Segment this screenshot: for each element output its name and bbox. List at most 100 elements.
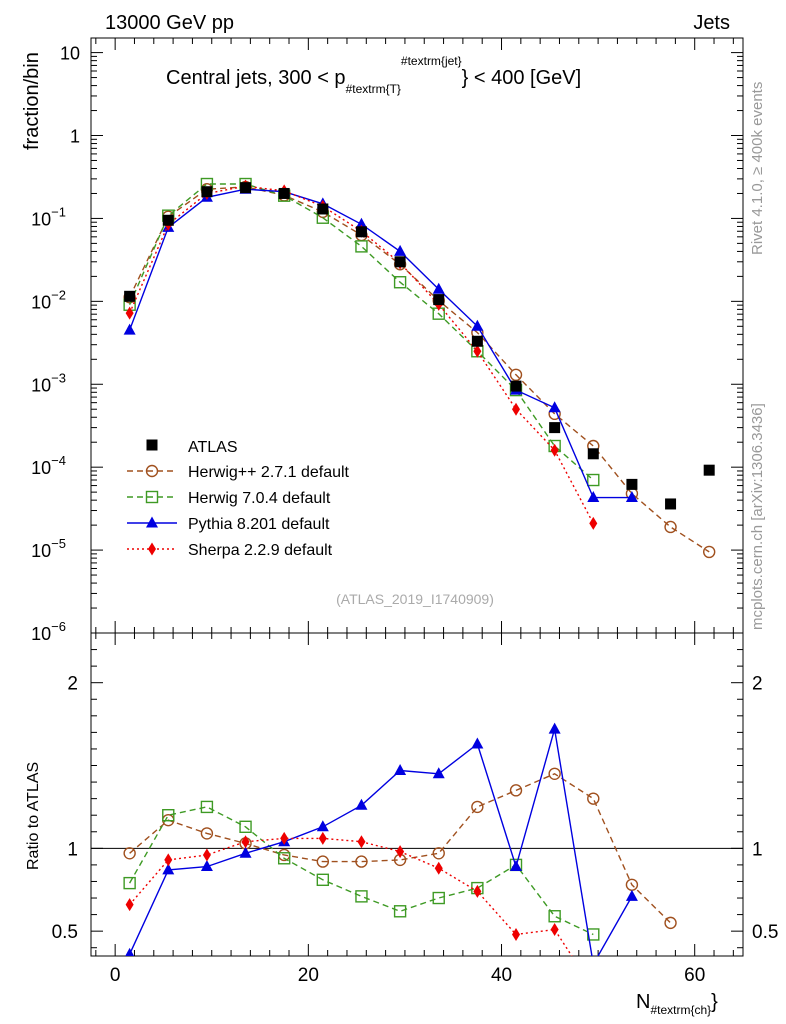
series-point bbox=[393, 276, 407, 289]
series-point bbox=[509, 368, 523, 382]
series-point bbox=[432, 282, 445, 294]
ratio-tick-label: 1 bbox=[67, 839, 78, 860]
series-point bbox=[355, 217, 368, 229]
analysis-watermark: (ATLAS_2019_I1740909) bbox=[336, 591, 494, 607]
ratio-panel: 0 20 40 60 0.5 0.5 1 1 2 2 bbox=[52, 632, 778, 996]
ratio-point bbox=[316, 820, 329, 832]
ratio-point bbox=[316, 873, 330, 887]
main-series-group bbox=[123, 177, 716, 559]
data-point bbox=[240, 182, 252, 194]
main-panel: 10 1 10−1 10−2 10−3 10−4 10−5 10−6 bbox=[31, 37, 744, 644]
ratio-axis-label: Ratio to ATLAS bbox=[25, 762, 42, 870]
y-tick-label: 10−5 bbox=[31, 536, 66, 561]
legend-entry-atlas: ATLAS bbox=[146, 439, 238, 456]
legend: ATLAS Herwig++ 2.7.1 default Herwig 7.0.4 … bbox=[127, 439, 350, 559]
ratio-point bbox=[550, 922, 559, 936]
legend-label: ATLAS bbox=[188, 439, 238, 456]
legend-entry: Sherpa 2.2.9 default bbox=[127, 542, 333, 559]
ratio-point bbox=[509, 784, 523, 797]
ratio-point bbox=[664, 916, 677, 930]
legend-marker bbox=[146, 516, 158, 528]
series-point bbox=[355, 240, 368, 253]
ratio-point bbox=[589, 983, 597, 996]
legend-label: Pythia 8.201 default bbox=[188, 516, 330, 533]
ratio-point bbox=[162, 863, 175, 875]
x-tick-label: 20 bbox=[298, 965, 319, 986]
ratio-point bbox=[625, 889, 638, 901]
ratio-point bbox=[239, 846, 252, 858]
x-tick-label: 0 bbox=[110, 965, 121, 986]
ratio-point bbox=[355, 798, 368, 810]
rivet-label: Rivet 4.1.0, ≥ 400k events bbox=[749, 82, 766, 255]
legend-label: Sherpa 2.2.9 default bbox=[188, 542, 333, 559]
ratio-point bbox=[432, 891, 445, 905]
ratio-tick-label: 0.5 bbox=[52, 922, 78, 943]
y-tick-label: 10−6 bbox=[31, 619, 66, 644]
series-point bbox=[123, 323, 136, 335]
ratio-point bbox=[396, 845, 405, 859]
series-point bbox=[125, 306, 134, 320]
y-axis-label: fraction/bin bbox=[21, 52, 43, 150]
ratio-point bbox=[548, 910, 561, 923]
series-point bbox=[548, 401, 561, 413]
ratio-point bbox=[471, 737, 484, 749]
ratio-point bbox=[277, 852, 291, 865]
ratio-tick-label-right: 2 bbox=[752, 674, 763, 695]
ratio-point bbox=[548, 722, 561, 734]
data-point bbox=[471, 335, 483, 347]
series-point bbox=[473, 344, 482, 358]
legend-marker bbox=[146, 439, 158, 451]
ratio-point bbox=[432, 767, 445, 779]
ratio-point bbox=[355, 855, 368, 868]
ratio-tick-label-right: 1 bbox=[752, 839, 763, 860]
y-tick-label: 1 bbox=[70, 127, 80, 147]
ratio-point bbox=[510, 860, 523, 872]
ratio-tick-label-right: 0.5 bbox=[752, 922, 778, 943]
ratio-point bbox=[471, 800, 484, 814]
legend-entry: Herwig 7.0.4 default bbox=[127, 490, 331, 507]
ratio-tick-label: 2 bbox=[67, 674, 78, 695]
y-tick-label: 10−1 bbox=[31, 204, 66, 229]
ratio-point bbox=[316, 855, 330, 868]
ratio-point bbox=[587, 792, 600, 805]
data-point bbox=[394, 256, 406, 268]
ratio-point bbox=[239, 820, 252, 833]
ratio-point bbox=[548, 767, 561, 780]
data-point bbox=[355, 226, 367, 238]
data-point bbox=[162, 214, 174, 226]
ratio-point bbox=[164, 853, 173, 867]
header-left: 13000 GeV pp bbox=[105, 12, 234, 34]
ratio-line bbox=[129, 773, 672, 924]
data-point bbox=[510, 380, 522, 392]
ratio-point bbox=[200, 827, 214, 840]
legend-label: Herwig++ 2.7.1 default bbox=[188, 464, 350, 481]
x-axis-label: N#textrm{ch}} bbox=[636, 991, 718, 1017]
legend-label: Herwig 7.0.4 default bbox=[188, 490, 331, 507]
ratio-line bbox=[128, 728, 633, 956]
ratio-point bbox=[393, 905, 407, 918]
data-point bbox=[665, 498, 677, 510]
legend-marker bbox=[145, 464, 159, 478]
ratio-point bbox=[200, 800, 214, 814]
series-point bbox=[512, 402, 521, 416]
y-tick-label: 10−2 bbox=[31, 287, 66, 312]
ratio-point bbox=[162, 809, 175, 822]
ratio-line bbox=[128, 806, 594, 936]
ratio-point bbox=[125, 947, 135, 956]
series-point bbox=[394, 244, 407, 256]
ratio-point bbox=[394, 763, 407, 775]
legend-marker bbox=[145, 490, 159, 504]
ratio-point bbox=[125, 898, 134, 912]
data-point bbox=[124, 290, 136, 302]
series-point bbox=[589, 516, 598, 530]
x-tick-label: 60 bbox=[684, 965, 705, 986]
series-point bbox=[625, 491, 638, 503]
ratio-point bbox=[123, 876, 136, 890]
series-point bbox=[587, 491, 600, 503]
legend-marker bbox=[148, 542, 156, 556]
ratio-series-group bbox=[123, 722, 677, 996]
mcplots-label: mcplots.cern.ch [arXiv:1306.3436] bbox=[749, 403, 766, 630]
series-line bbox=[128, 188, 632, 499]
ratio-point bbox=[512, 927, 521, 941]
